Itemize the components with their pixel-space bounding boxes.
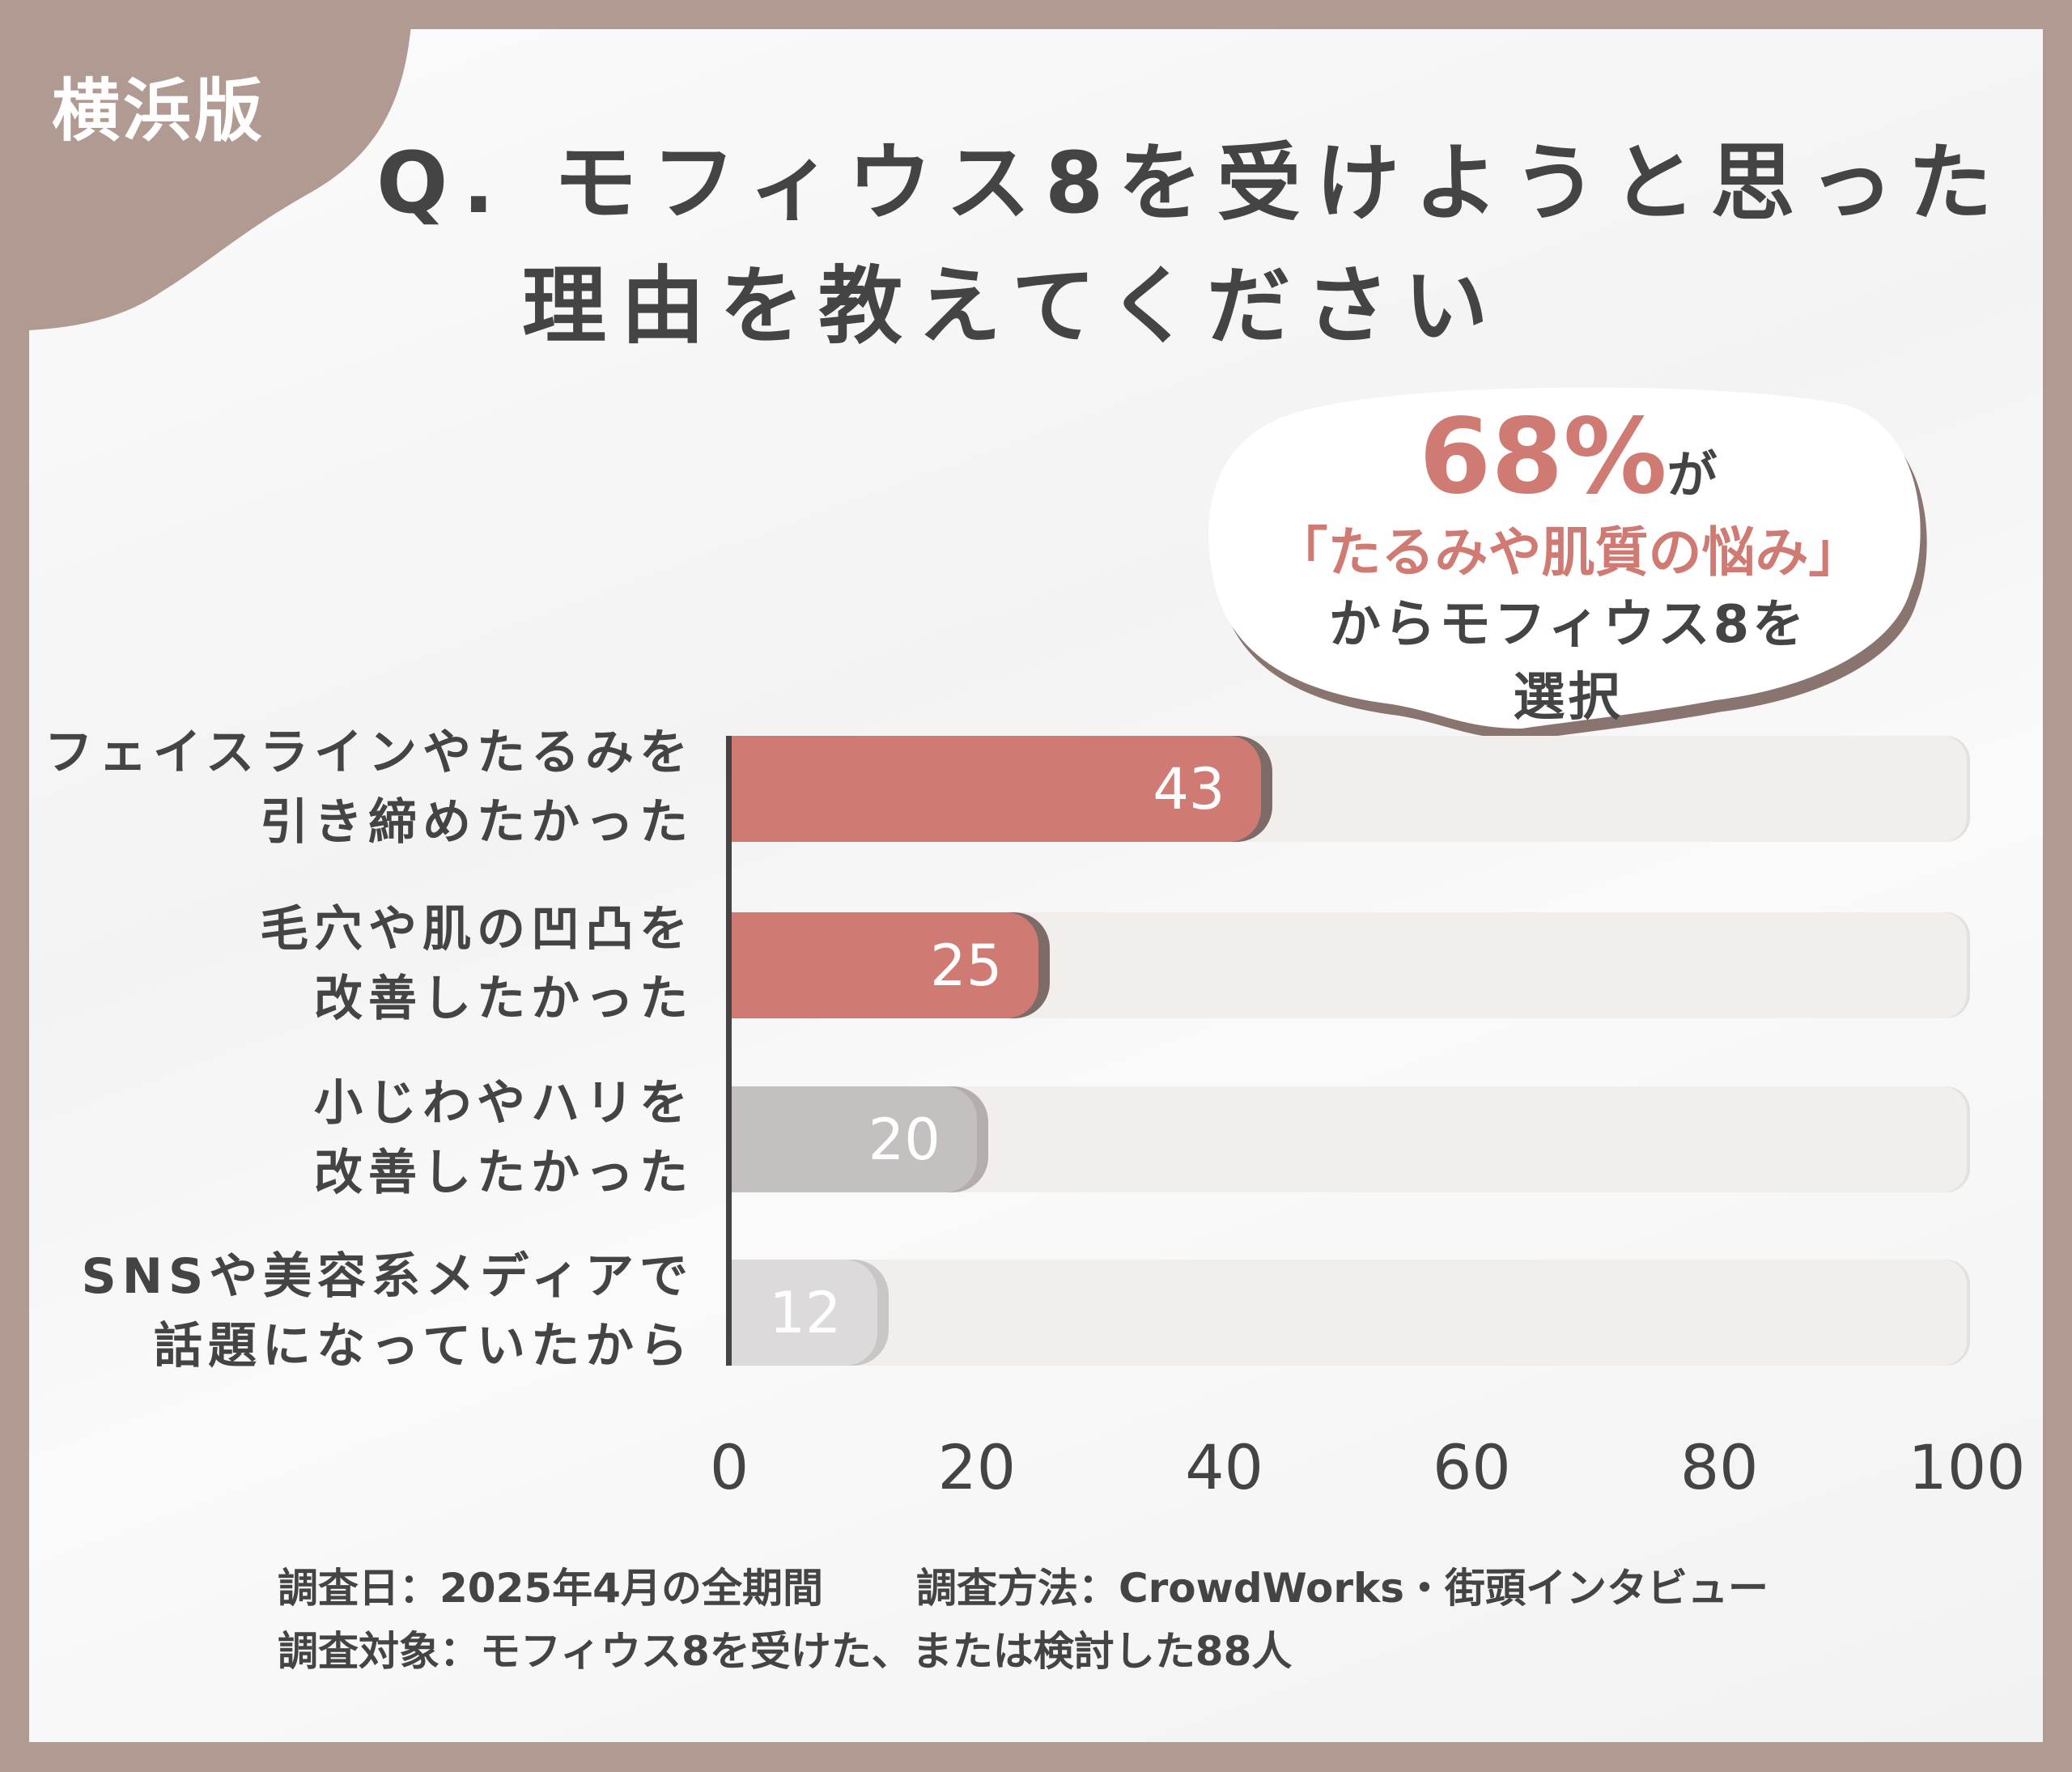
x-tick-label: 0 <box>709 1431 749 1503</box>
y-axis-line <box>726 736 732 1366</box>
category-label: 小じわやハリを 改善したかった <box>314 1069 694 1208</box>
callout-highlight: 「たるみや肌質の悩み」 <box>1274 521 1862 584</box>
title-line-2: 理由を教えてください <box>522 257 1503 355</box>
category-label: フェイスラインやたるみを引き締めたかった <box>45 718 694 857</box>
x-tick-label: 40 <box>1185 1431 1263 1503</box>
edition-badge: 横浜版 <box>52 71 266 151</box>
category-label-line: SNSや美容系メディアで <box>81 1247 694 1305</box>
corner-badge-shape <box>0 0 413 332</box>
footer-line-1: 調査日：2025年4月の全期間 調査方法：CrowdWorks・街頭インタビュー <box>278 1556 1768 1614</box>
bar <box>729 1086 977 1192</box>
x-tick-label: 100 <box>1908 1431 2026 1503</box>
bar <box>729 736 1262 842</box>
category-label: 毛穴や肌の凹凸を改善したかった <box>260 894 694 1034</box>
page-title: Q. モフィウス8を受けようと思った 理由を教えてください <box>376 121 2006 368</box>
callout-percent: 68% <box>1419 397 1667 517</box>
bar <box>729 1260 878 1366</box>
survey-method: 調査方法：CrowdWorks・街頭インタビュー <box>915 1565 1769 1612</box>
bar <box>729 912 1039 1018</box>
x-tick-label: 80 <box>1679 1431 1759 1503</box>
bar-value-label: 25 <box>930 933 1003 999</box>
category-label-line: 毛穴や肌の凹凸を <box>260 900 694 958</box>
category-label-line: 小じわやハリを <box>314 1074 694 1132</box>
category-label-line: 話題になっていたから <box>154 1317 694 1375</box>
callout-text: 68%が 「たるみや肌質の悩み」 からモフィウス8を 選択 <box>1209 397 1927 734</box>
category-label-line: 改善したかった <box>314 970 694 1027</box>
category-label-line: 改善したかった <box>314 1144 694 1201</box>
category-label-line: フェイスラインやたるみを <box>44 724 694 781</box>
bar-value-label: 20 <box>868 1107 940 1173</box>
callout-line-4: 選択 <box>1513 668 1624 728</box>
x-tick-label: 20 <box>937 1431 1017 1503</box>
category-label: SNSや美容系メディアで話題になっていたから <box>82 1242 694 1381</box>
speech-bubble <box>1208 387 1927 785</box>
survey-target: 調査対象：モフィウス8を受けた、または検討した88人 <box>278 1628 1293 1675</box>
title-line-1: Q. モフィウス8を受けようと思った <box>376 134 2007 232</box>
callout-line-3: からモフィウス8を <box>1328 595 1808 655</box>
panel <box>29 29 2043 1742</box>
callout-particle: が <box>1667 445 1717 504</box>
bar-value-label: 43 <box>1153 756 1225 822</box>
category-label-line: 引き締めたかった <box>260 793 694 851</box>
x-tick-label: 60 <box>1433 1431 1511 1503</box>
bar-value-label: 12 <box>769 1280 842 1346</box>
survey-date: 調査日：2025年4月の全期間 <box>278 1565 823 1612</box>
bar-track <box>729 1260 1967 1366</box>
